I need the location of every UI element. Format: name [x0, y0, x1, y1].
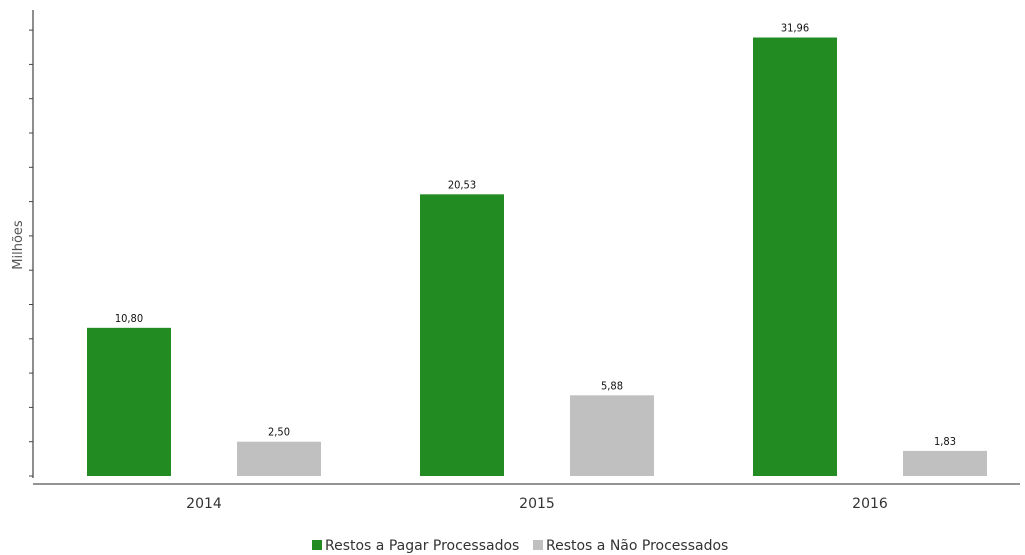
- legend-swatch: [533, 540, 543, 550]
- data-label: 5,88: [601, 379, 623, 392]
- data-label: 31,96: [781, 22, 809, 35]
- x-tick-labels: 2014 2015 2016: [186, 496, 888, 512]
- data-label: 20,53: [448, 178, 476, 191]
- bar-processados-2014[interactable]: [87, 327, 171, 476]
- bar-nao-processados-2016[interactable]: [903, 450, 987, 476]
- x-tick-label: 2014: [186, 496, 222, 512]
- data-label: 10,80: [115, 312, 143, 325]
- data-label: 2,50: [268, 426, 290, 439]
- axes: [29, 10, 1020, 485]
- legend-swatch: [312, 540, 322, 550]
- x-tick-label: 2015: [519, 496, 555, 512]
- legend-label[interactable]: Restos a Pagar Processados: [325, 538, 519, 554]
- y-axis-label: Milhões: [11, 220, 26, 270]
- legend: Restos a Pagar Processados Restos a Não P…: [312, 538, 728, 554]
- value-labels: 10,80 20,53 31,96 2,50 5,88 1,83: [115, 22, 956, 448]
- bar-processados-2016[interactable]: [753, 37, 837, 477]
- bar-processados-2015[interactable]: [420, 194, 504, 476]
- x-tick-label: 2016: [852, 496, 888, 512]
- bar-nao-processados-2014[interactable]: [237, 441, 321, 476]
- bars: [87, 37, 987, 477]
- legend-label[interactable]: Restos a Não Processados: [546, 538, 728, 554]
- bar-nao-processados-2015[interactable]: [570, 395, 654, 476]
- data-label: 1,83: [934, 435, 956, 448]
